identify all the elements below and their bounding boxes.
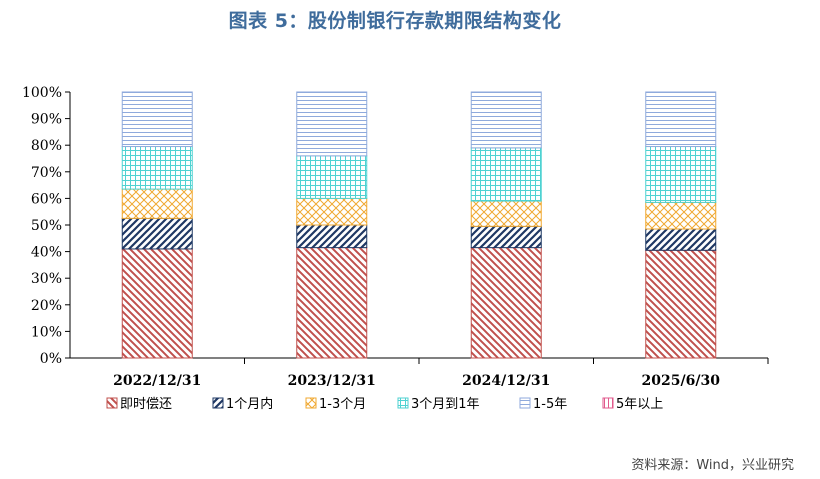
bar-segment [470,247,542,359]
y-tick-label: 0% [40,351,62,367]
legend-label: 即时偿还 [120,397,172,412]
bar-segment [296,91,368,157]
x-tick-label: 2024/12/31 [462,373,550,389]
bar-segment [121,91,193,148]
legend-label: 1-5年 [533,397,567,412]
bar-segment [645,146,717,203]
y-tick-label: 80% [31,138,62,154]
legend-swatch [397,397,409,409]
bar-segment [470,91,542,149]
legend-label: 1-3个月 [319,397,366,412]
bar-segment [296,224,368,249]
legend-swatch [519,397,531,409]
x-tick-label: 2025/6/30 [642,373,721,389]
bar-segment [121,146,193,190]
x-tick-label: 2022/12/31 [113,373,201,389]
y-tick-label: 50% [31,218,62,234]
legend-swatch [602,397,614,409]
bar-segment [296,197,368,226]
y-tick-label: 90% [31,112,62,128]
bar-segment [645,91,717,148]
bar-segment [470,225,542,249]
legend-label: 5年以上 [616,397,663,412]
bar-segment [296,247,368,359]
legend-label: 1个月内 [226,396,273,412]
bar-segment [121,188,193,219]
bar-segment [645,201,717,230]
y-tick-label: 100% [22,85,62,101]
y-tick-label: 20% [31,298,62,314]
chart-title: 图表 5：股份制银行存款期限结构变化 [228,10,562,32]
bar-segment [645,228,717,251]
x-tick-label: 2023/12/31 [288,373,376,389]
bar-segment [121,248,193,359]
y-tick-label: 30% [31,271,62,287]
bar-segment [470,200,542,227]
bar-segment [296,155,368,199]
legend-swatch [212,397,224,409]
bar-segment [121,217,193,250]
legend-swatch [106,397,118,409]
y-tick-label: 40% [31,245,62,261]
legend-label: 3个月到1年 [411,397,480,412]
source-note: 资料来源：Wind，兴业研究 [631,458,794,473]
y-tick-label: 10% [31,324,62,340]
legend-swatch [305,397,317,409]
bar-segment [645,249,717,359]
y-tick-label: 60% [31,191,62,207]
bar-segment [470,147,542,202]
y-tick-label: 70% [31,165,62,181]
